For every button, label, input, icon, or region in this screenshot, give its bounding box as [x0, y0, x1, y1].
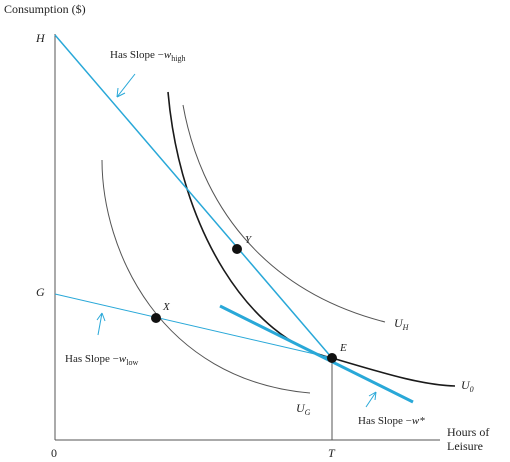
curve-ug-label: UG — [296, 401, 311, 417]
indifference-curve-uh — [182, 104, 386, 323]
point-y-dot — [232, 244, 242, 254]
origin-label: 0 — [51, 446, 57, 460]
point-e-label: E — [339, 342, 347, 354]
annotation-high-slope: Has Slope −whigh — [110, 49, 185, 63]
budget-line-low-wage — [54, 293, 333, 359]
arrow-low-icon — [96, 312, 106, 336]
budget-line-high-wage — [54, 34, 333, 359]
point-g-label: G — [36, 285, 45, 299]
point-h-label: H — [35, 31, 46, 45]
indifference-curve-u0 — [167, 91, 456, 387]
point-x-dot — [151, 313, 161, 323]
tangent-line-w-star — [219, 304, 414, 404]
annotation-low-slope: Has Slope −wlow — [65, 353, 138, 367]
point-t-label: T — [328, 446, 336, 460]
y-axis-label: Consumption ($) — [4, 2, 86, 16]
point-y-label: Y — [245, 234, 253, 246]
point-e-dot — [327, 353, 337, 363]
indifference-curve-ug — [101, 159, 311, 394]
annotation-w-star-slope: Has Slope −w* — [358, 415, 425, 427]
curve-uh-label: UH — [394, 316, 410, 332]
arrow-w-star-icon — [365, 391, 377, 408]
x-axis-label-line1: Hours of — [447, 425, 489, 439]
point-x-label: X — [162, 301, 171, 313]
curve-u0-label: U0 — [461, 378, 474, 394]
x-axis-label-line2: Leisure — [447, 439, 483, 453]
arrow-high-icon — [116, 73, 136, 98]
